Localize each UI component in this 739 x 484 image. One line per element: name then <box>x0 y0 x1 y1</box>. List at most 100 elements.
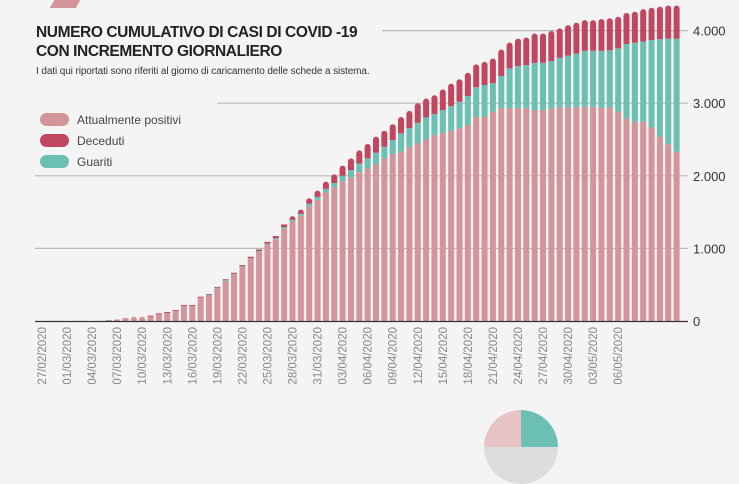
bar-segment-attualmente-positivi <box>364 168 371 321</box>
bar-segment-guariti <box>306 203 313 207</box>
bar-segment-attualmente-positivi <box>214 287 221 321</box>
bar-segment-deceduti <box>414 103 421 123</box>
bar-segment-guariti <box>272 238 279 240</box>
bar-segment-attualmente-positivi <box>147 315 154 321</box>
bar-segment-guariti <box>364 158 371 169</box>
bar-segment-deceduti <box>498 49 505 76</box>
bar-segment-attualmente-positivi <box>506 108 513 321</box>
bar-segment-guariti <box>431 114 438 136</box>
bar-segment-guariti <box>105 319 112 321</box>
bar-segment-attualmente-positivi <box>673 151 680 321</box>
bar-segment-deceduti <box>172 310 179 311</box>
bar-segment-guariti <box>514 66 521 109</box>
bar-segment-guariti <box>481 85 488 117</box>
bar-segment-deceduti <box>206 294 212 295</box>
bar-segment-deceduti <box>239 265 246 267</box>
bar-segment-attualmente-positivi <box>598 107 605 321</box>
bar-segment-attualmente-positivi <box>623 118 630 321</box>
bar-segment-guariti <box>398 133 405 152</box>
bar-segment-guariti <box>264 243 271 245</box>
stacked-bar-chart: 0 1.000 2.000 3.000 4.000 27/02/2020 01/03/202… <box>35 5 726 385</box>
bar-segment-deceduti <box>648 7 655 41</box>
x-tick-label: 16/03/2020 <box>187 327 199 385</box>
legend-item-guariti: Guariti <box>40 151 181 172</box>
bar-segment-deceduti <box>598 18 605 51</box>
bar-segment-attualmente-positivi <box>540 110 546 321</box>
bar-segment-attualmente-positivi <box>373 164 379 321</box>
bar-segment-guariti <box>214 287 221 289</box>
bar-segment-deceduti <box>197 296 204 298</box>
bar-segment-attualmente-positivi <box>498 108 505 321</box>
y-tick-label: 2.000 <box>693 169 726 184</box>
bar-segment-guariti <box>297 213 304 216</box>
x-tick-label: 06/05/2020 <box>613 327 625 385</box>
bar-segment-guariti <box>322 188 329 193</box>
bar-segment-deceduti <box>347 158 354 170</box>
bar-segment-deceduti <box>306 198 313 204</box>
bar-segment-deceduti <box>322 181 329 189</box>
x-tick-label: 01/03/2020 <box>62 327 74 385</box>
bar-segment-attualmente-positivi <box>331 187 338 321</box>
bar-segment-attualmente-positivi <box>314 199 321 321</box>
bar-segment-guariti <box>615 48 622 112</box>
bar-segment-deceduti <box>147 315 154 317</box>
bar-segment-attualmente-positivi <box>356 172 363 321</box>
bar-segment-deceduti <box>247 256 254 259</box>
bar-segment-guariti <box>389 140 396 155</box>
legend-item-attualmente-positivi: Attualmente positivi <box>40 109 181 130</box>
bar-segment-attualmente-positivi <box>656 136 663 321</box>
bar-segment-guariti <box>473 87 480 117</box>
legend-label: Guariti <box>77 154 113 169</box>
y-tick-label: 3.000 <box>693 96 726 111</box>
x-tick-label: 27/02/2020 <box>37 327 49 385</box>
bar-segment-guariti <box>506 68 513 109</box>
x-tick-label: 13/03/2020 <box>162 327 174 385</box>
bar-segment-guariti <box>531 62 538 111</box>
bar-segment-deceduti <box>531 33 538 63</box>
legend-label: Deceduti <box>77 133 125 148</box>
bar-segment-attualmente-positivi <box>155 313 162 321</box>
legend-swatch-red <box>40 134 69 147</box>
bar-segment-deceduti <box>297 209 304 214</box>
bar-segment-attualmente-positivi <box>347 177 354 321</box>
bar-segment-deceduti <box>573 22 580 54</box>
bar-segment-attualmente-positivi <box>381 158 388 321</box>
bar-segment-deceduti <box>473 64 480 88</box>
chart-title: NUMERO CUMULATIVO DI CASI DI COVID -19 C… <box>36 24 358 60</box>
bar-segment-attualmente-positivi <box>631 121 638 321</box>
bar-segment-deceduti <box>389 124 396 141</box>
bar-segment-guariti <box>565 55 572 108</box>
bar-segment-guariti <box>656 39 663 137</box>
bar-segment-deceduti <box>314 190 321 197</box>
bar-segment-deceduti <box>514 38 521 67</box>
x-tick-label: 28/03/2020 <box>288 327 300 385</box>
bar-segment-attualmente-positivi <box>197 297 204 321</box>
x-tick-label: 22/03/2020 <box>237 327 249 385</box>
bar-segment-deceduti <box>556 28 563 58</box>
bar-segment-attualmente-positivi <box>473 116 480 321</box>
x-tick-label: 19/03/2020 <box>212 327 224 385</box>
bar-segment-attualmente-positivi <box>256 251 263 321</box>
y-tick-label: 1.000 <box>693 241 726 256</box>
legend-label: Attualmente positivi <box>77 112 182 127</box>
bar-segment-attualmente-positivi <box>640 121 647 321</box>
bar-segment-deceduti <box>448 83 455 107</box>
bar-segment-deceduti <box>180 305 187 306</box>
bar-segment-guariti <box>648 40 655 128</box>
bar-segment-deceduti <box>631 11 638 43</box>
bar-segment-guariti <box>406 128 413 147</box>
bar-segment-guariti <box>598 50 605 108</box>
bar-segment-attualmente-positivi <box>114 319 121 321</box>
bar-segment-attualmente-positivi <box>306 206 313 321</box>
bar-segment-attualmente-positivi <box>481 116 488 321</box>
bar-segment-deceduti <box>373 136 379 153</box>
bar-segment-deceduti <box>214 286 221 288</box>
bar-segment-guariti <box>464 95 471 125</box>
bar-segment-attualmente-positivi <box>247 258 254 321</box>
legend-swatch-pink <box>40 113 69 126</box>
bar-segment-attualmente-positivi <box>423 139 430 321</box>
bar-segment-guariti <box>548 61 555 109</box>
bar-segment-guariti <box>581 50 588 107</box>
x-tick-label: 03/05/2020 <box>588 327 600 385</box>
bar-segment-deceduti <box>623 12 630 45</box>
